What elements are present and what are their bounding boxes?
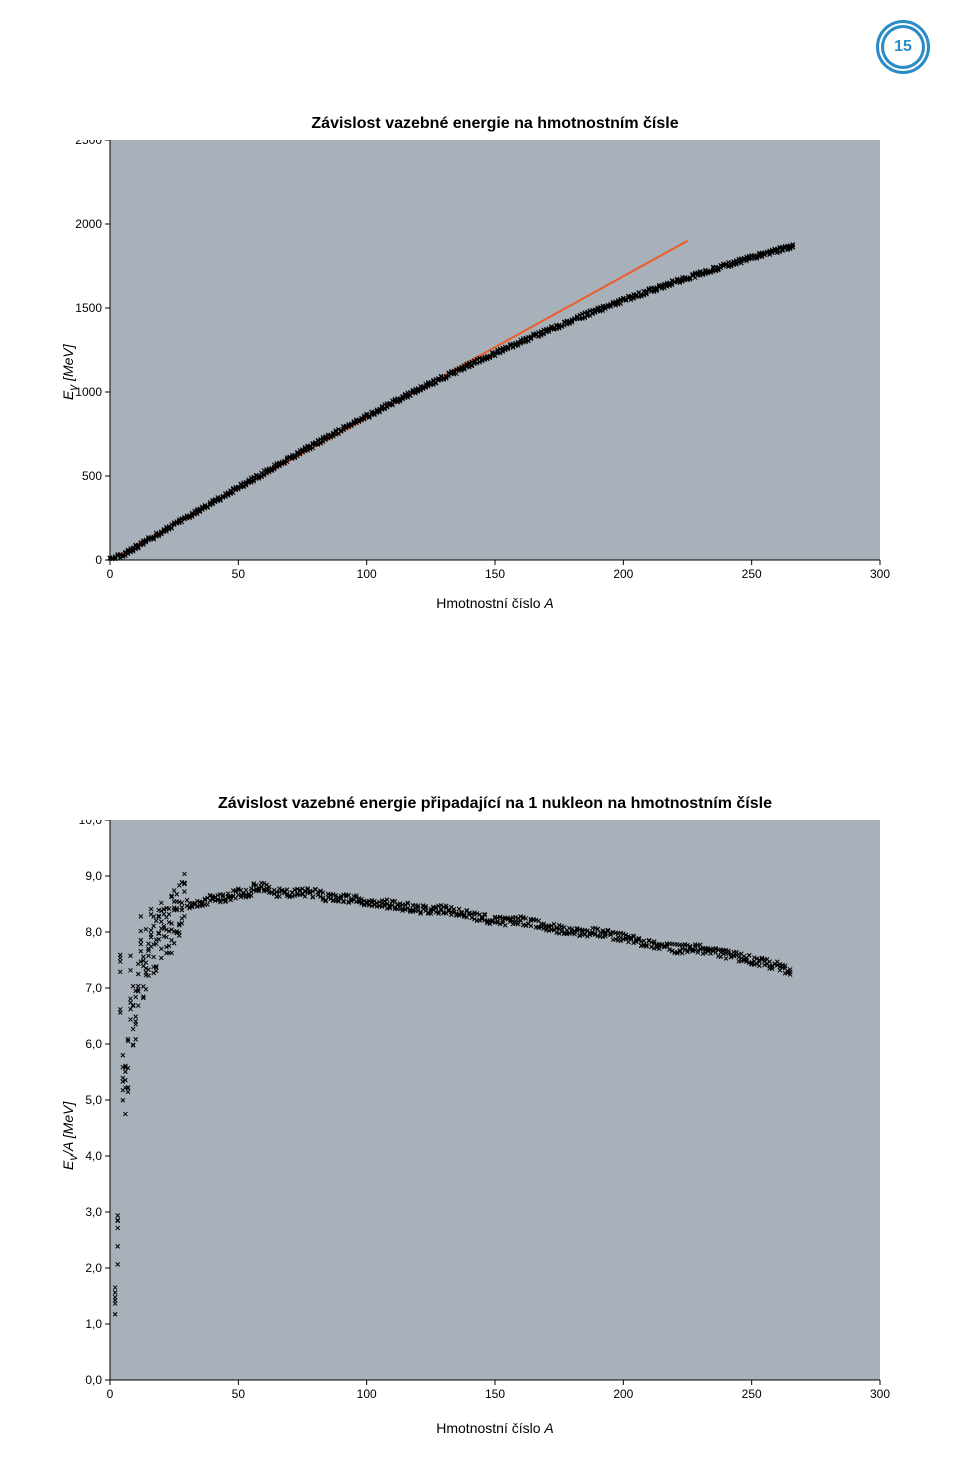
page: 15 Závislost vazebné energie na hmotnost…: [0, 0, 960, 1471]
svg-text:300: 300: [870, 567, 890, 581]
svg-text:50: 50: [232, 567, 246, 581]
svg-text:250: 250: [742, 1387, 762, 1401]
svg-text:0: 0: [107, 567, 114, 581]
chart1-xlabel: Hmotnostní číslo A: [110, 595, 880, 611]
svg-text:4,0: 4,0: [85, 1149, 102, 1163]
svg-text:1000: 1000: [75, 385, 102, 399]
chart2-xlabel: Hmotnostní číslo A: [110, 1420, 880, 1436]
svg-text:0: 0: [107, 1387, 114, 1401]
chart2-title: Závislost vazebné energie připadající na…: [110, 795, 880, 813]
svg-text:9,0: 9,0: [85, 869, 102, 883]
svg-text:200: 200: [613, 567, 633, 581]
svg-text:500: 500: [82, 469, 102, 483]
chart2-plot: 0,0 1,0 2,0 3,0 4,0 5,0 6,0 7,0 8,0 9,0 10,0 0 50 100…: [60, 820, 890, 1420]
svg-text:7,0: 7,0: [85, 981, 102, 995]
svg-text:6,0: 6,0: [85, 1037, 102, 1051]
svg-text:2500: 2500: [75, 140, 102, 147]
svg-text:1500: 1500: [75, 301, 102, 315]
svg-text:2000: 2000: [75, 217, 102, 231]
svg-text:50: 50: [232, 1387, 246, 1401]
svg-text:100: 100: [357, 1387, 377, 1401]
svg-text:150: 150: [485, 1387, 505, 1401]
svg-text:0,0: 0,0: [85, 1373, 102, 1387]
svg-text:8,0: 8,0: [85, 925, 102, 939]
svg-text:5,0: 5,0: [85, 1093, 102, 1107]
page-number-badge: 15: [876, 20, 930, 74]
svg-text:10,0: 10,0: [79, 820, 103, 827]
svg-text:2,0: 2,0: [85, 1261, 102, 1275]
svg-text:300: 300: [870, 1387, 890, 1401]
svg-text:200: 200: [613, 1387, 633, 1401]
svg-text:100: 100: [357, 567, 377, 581]
svg-text:0: 0: [95, 553, 102, 567]
chart1-plot: 0 500 1000 1500 2000 2500 0 50 100 150 200 250 300: [60, 140, 890, 600]
chart1-title: Závislost vazebné energie na hmotnostním…: [110, 115, 880, 133]
svg-text:1,0: 1,0: [85, 1317, 102, 1331]
svg-text:150: 150: [485, 567, 505, 581]
svg-text:3,0: 3,0: [85, 1205, 102, 1219]
svg-text:250: 250: [742, 567, 762, 581]
